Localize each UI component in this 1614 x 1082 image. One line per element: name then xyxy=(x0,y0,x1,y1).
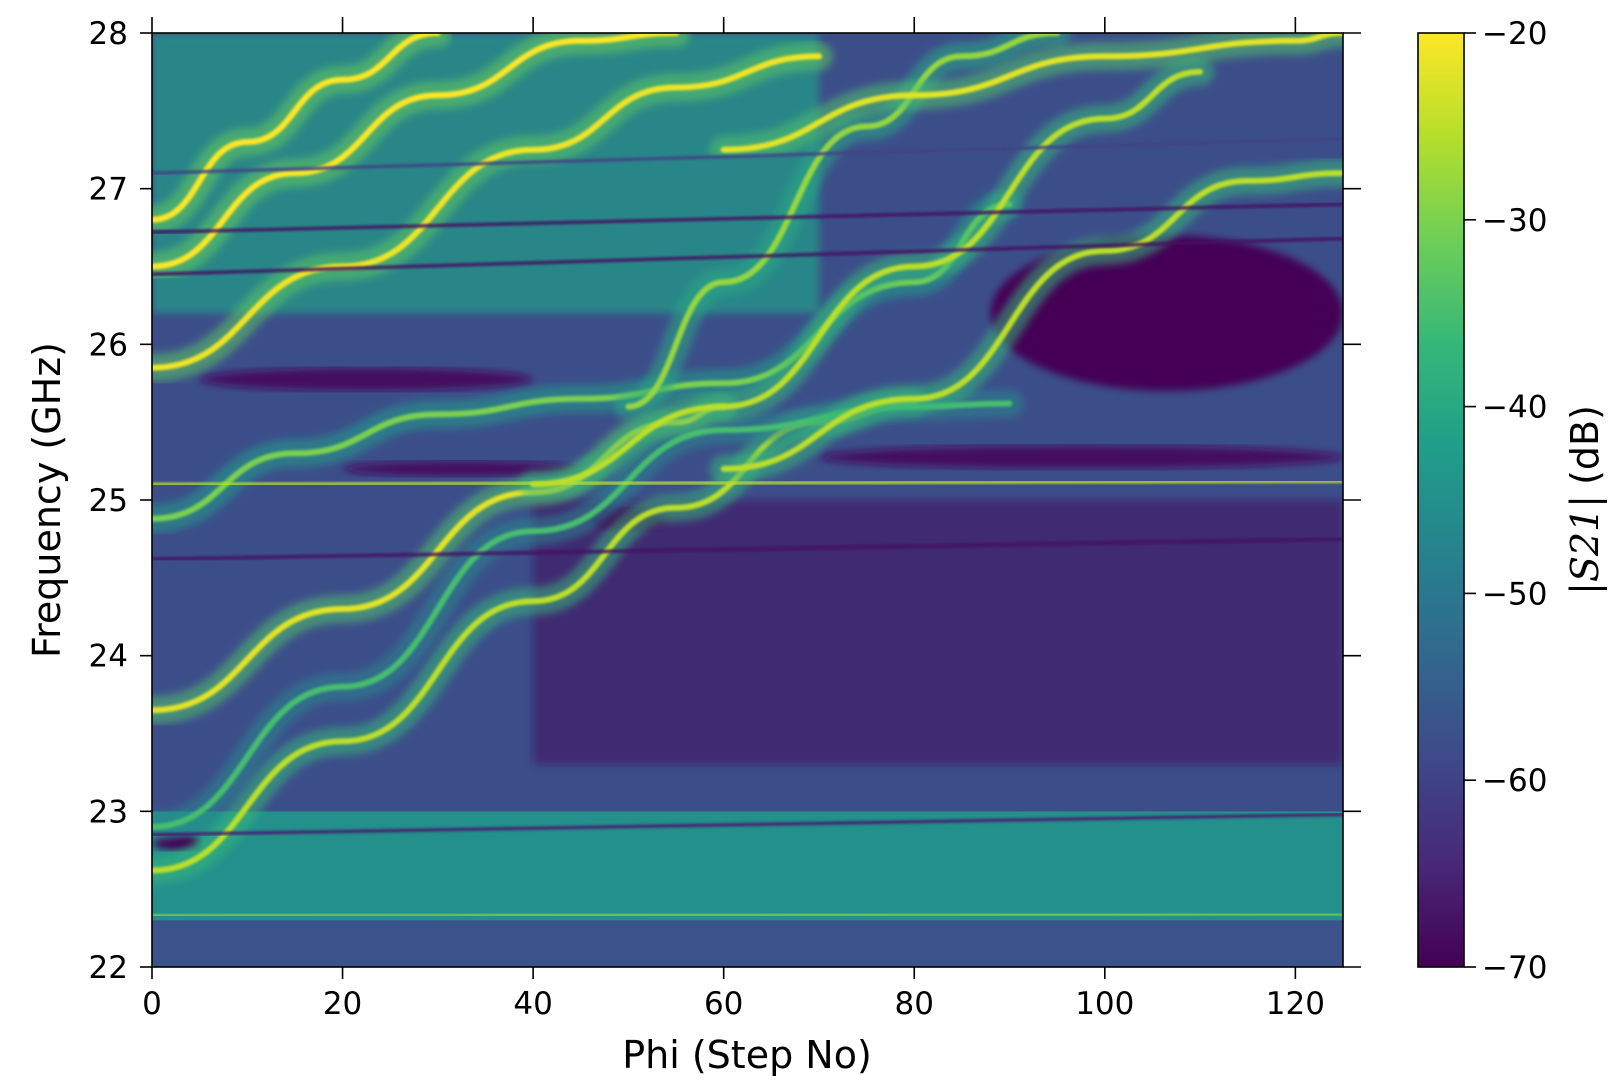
x-axis: 0 20 40 60 80 100 120 xyxy=(142,17,1325,1022)
heatmap-dark-region xyxy=(342,461,581,477)
x-tick-label: 80 xyxy=(895,986,934,1022)
horizontal-resonance xyxy=(152,812,1343,837)
x-tick-label: 120 xyxy=(1266,986,1325,1022)
resonance-line xyxy=(152,201,1013,522)
colorbar-tick-label: −40 xyxy=(1482,390,1547,426)
horizontal-resonance xyxy=(152,202,1343,234)
y-tick-label: 25 xyxy=(89,483,128,519)
colorbar-frame xyxy=(1417,32,1465,968)
y-tick-label: 23 xyxy=(89,794,128,830)
colorbar-label-symbol: |S21| xyxy=(1563,495,1607,595)
colorbar-gradient xyxy=(1418,33,1464,967)
resonance-line xyxy=(530,68,1204,488)
x-tick-label: 0 xyxy=(142,986,162,1022)
resonance-line xyxy=(720,170,1343,472)
colorbar-label: |S21| (dB) xyxy=(1563,405,1607,595)
heatmap-dark-region xyxy=(199,367,534,392)
heatmap-band xyxy=(533,500,1343,765)
y-tick-label: 27 xyxy=(89,172,128,208)
horizontal-resonance xyxy=(152,137,1343,175)
y-axis-label: Frequency (GHz) xyxy=(25,342,69,658)
x-tick-label: 60 xyxy=(704,986,743,1022)
resonance-line xyxy=(152,53,822,371)
colorbar-tick-label: −70 xyxy=(1482,950,1547,986)
x-tick-label: 20 xyxy=(323,986,362,1022)
plot-area xyxy=(151,32,1344,968)
colorbar-ticks: −70 −60 −50 −40 −30 −20 xyxy=(1464,16,1547,986)
colorbar: −70 −60 −50 −40 −30 −20 |S21| (dB) xyxy=(1417,16,1607,986)
x-axis-label: Phi (Step No) xyxy=(622,1033,872,1077)
colorbar-tick-label: −50 xyxy=(1482,576,1547,612)
resonance-line xyxy=(625,33,1061,410)
colorbar-tick-label: −30 xyxy=(1482,203,1547,239)
y-tick-label: 26 xyxy=(89,327,128,363)
colorbar-label-unit: (dB) xyxy=(1563,405,1607,485)
horizontal-resonance xyxy=(152,912,1343,918)
heatmap-dark-region xyxy=(990,235,1343,392)
horizontal-resonance xyxy=(152,479,1343,486)
heatmap-band xyxy=(152,811,1343,921)
resonance-line xyxy=(152,33,679,270)
y-axis: 22 23 24 25 26 27 28 xyxy=(89,16,1361,986)
y-tick-label: 24 xyxy=(89,639,128,675)
resonance-line xyxy=(720,33,1343,153)
x-tick-label: 40 xyxy=(513,986,552,1022)
x-tick-label: 100 xyxy=(1075,986,1134,1022)
colorbar-tick-label: −20 xyxy=(1482,16,1547,52)
heatmap-layer xyxy=(152,33,1343,967)
heatmap-band xyxy=(152,920,1343,967)
y-tick-label: 22 xyxy=(89,950,128,986)
heatmap-dark-region xyxy=(818,445,1343,469)
resonance-line xyxy=(152,33,441,223)
horizontal-resonance xyxy=(152,537,1343,561)
horizontal-resonance xyxy=(152,236,1343,276)
y-tick-label: 28 xyxy=(89,16,128,52)
colorbar-tick-label: −60 xyxy=(1482,763,1547,799)
